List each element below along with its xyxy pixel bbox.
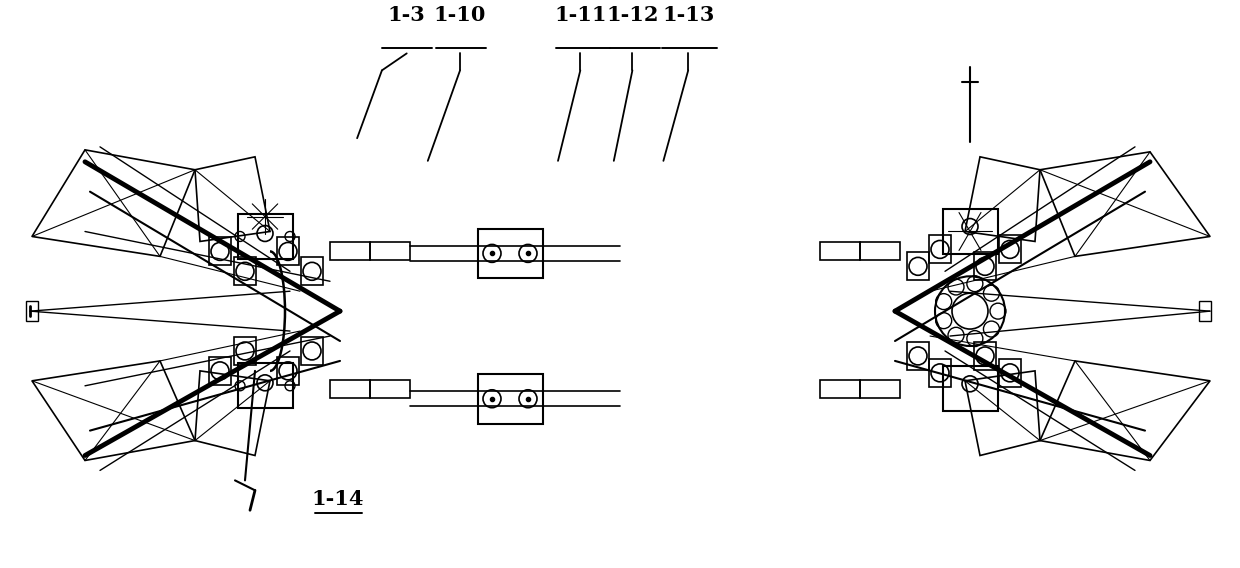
- Bar: [26, 301, 38, 321]
- Bar: [477, 228, 543, 278]
- Bar: [277, 357, 299, 385]
- Bar: [929, 236, 951, 264]
- Bar: [301, 257, 322, 285]
- Bar: [906, 252, 929, 280]
- Text: 1-12: 1-12: [606, 5, 658, 25]
- Bar: [370, 243, 410, 260]
- Bar: [330, 243, 370, 260]
- Bar: [973, 342, 996, 370]
- Bar: [210, 357, 231, 385]
- Bar: [906, 342, 929, 370]
- Bar: [942, 366, 997, 411]
- Bar: [238, 364, 293, 408]
- Text: 1-10: 1-10: [434, 5, 486, 25]
- Bar: [234, 337, 255, 365]
- Bar: [238, 214, 293, 259]
- Bar: [301, 337, 322, 365]
- Bar: [999, 359, 1021, 387]
- Bar: [330, 380, 370, 398]
- Bar: [477, 374, 543, 424]
- Bar: [370, 380, 410, 398]
- Text: 1-3: 1-3: [388, 5, 425, 25]
- Bar: [861, 380, 900, 398]
- Text: 1-11: 1-11: [554, 5, 606, 25]
- Text: 1-14: 1-14: [311, 488, 363, 508]
- Text: 1-13: 1-13: [662, 5, 714, 25]
- Bar: [929, 359, 951, 387]
- Bar: [999, 236, 1021, 264]
- Bar: [820, 243, 861, 260]
- Bar: [973, 252, 996, 280]
- Bar: [820, 380, 861, 398]
- Bar: [1199, 301, 1211, 321]
- Bar: [210, 237, 231, 265]
- Bar: [277, 237, 299, 265]
- Bar: [861, 243, 900, 260]
- Bar: [942, 209, 997, 254]
- Bar: [234, 257, 255, 285]
